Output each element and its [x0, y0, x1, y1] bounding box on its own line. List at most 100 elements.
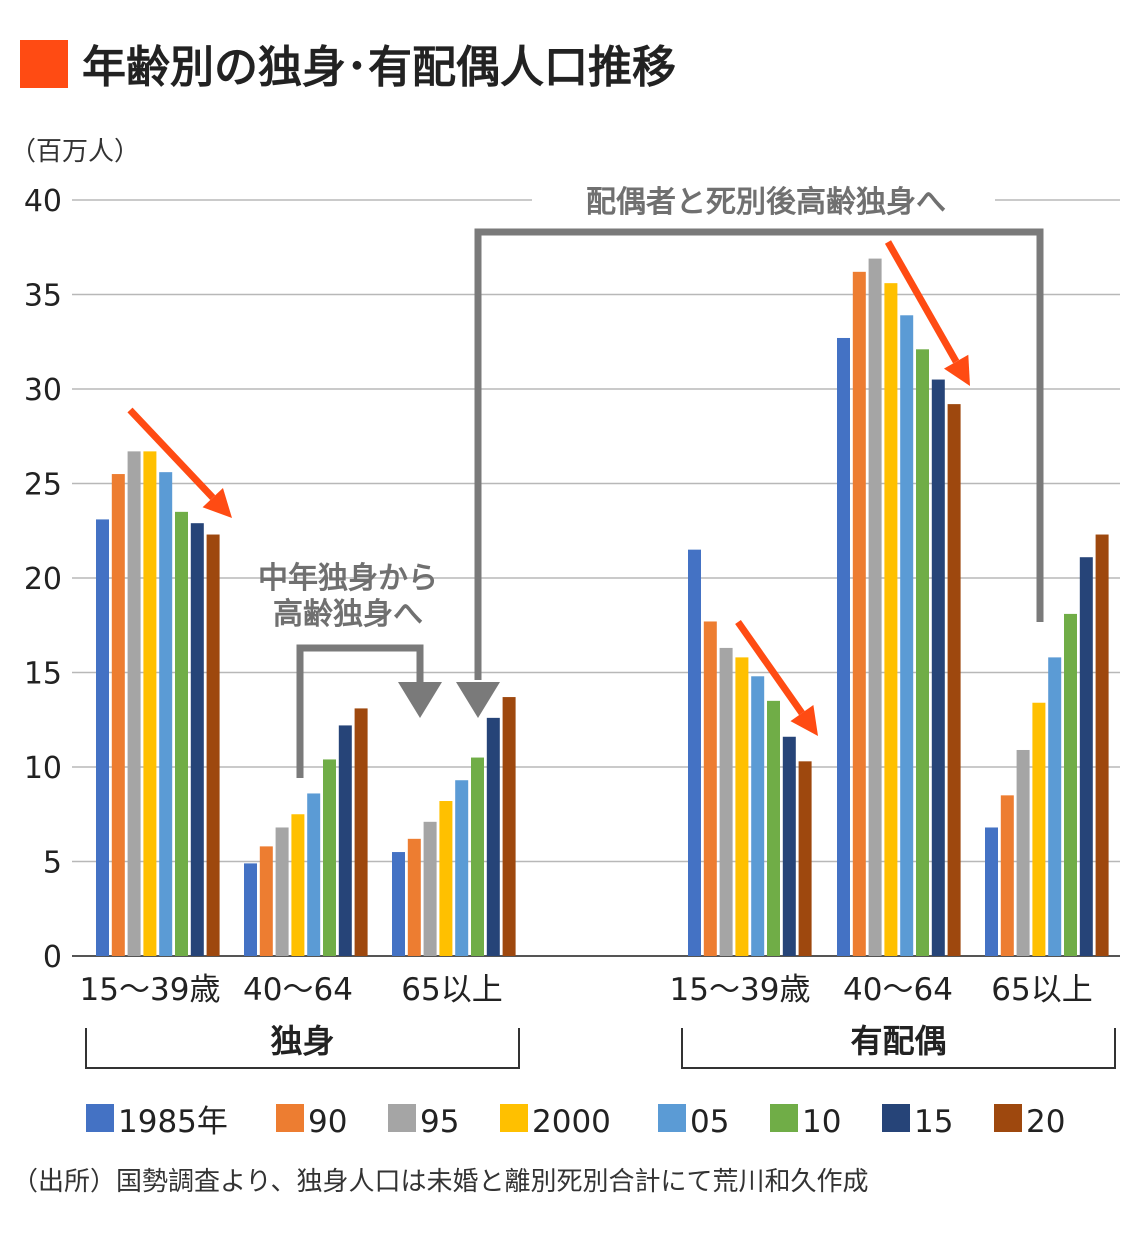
- bar: [175, 511, 188, 956]
- bar: [354, 708, 368, 956]
- y-tick-label: 10: [24, 751, 62, 786]
- legend-label: 05: [690, 1104, 729, 1140]
- x-category-label: 65以上: [401, 972, 502, 1008]
- bar: [486, 717, 500, 956]
- annotation-brackets: [296, 228, 1044, 778]
- source-note: （出所）国勢調査より、独身人口は未婚と離別死別合計にて荒川和久作成: [12, 1167, 868, 1197]
- bar: [423, 821, 437, 956]
- top-bracket-line: [474, 228, 1044, 680]
- trend-arrow-shaft: [127, 407, 216, 501]
- legend-label: 10: [802, 1104, 841, 1140]
- x-category-label: 65以上: [991, 972, 1092, 1008]
- annotation-top-bracket: 配偶者と死別後高齢独身へ: [586, 185, 946, 220]
- legend-swatch: [276, 1104, 304, 1132]
- bar: [751, 676, 765, 956]
- x-category-label: 40～64: [843, 972, 953, 1008]
- x-category-label: 40～64: [243, 972, 353, 1008]
- legend-swatch: [994, 1104, 1022, 1132]
- bracket-arrowhead: [398, 682, 442, 718]
- legend: 1985年 90 95 2000 05 10 15 20: [86, 1104, 1065, 1140]
- bar: [244, 863, 257, 956]
- trend-arrowhead: [202, 488, 232, 518]
- bar: [767, 700, 780, 956]
- bar: [455, 780, 469, 956]
- legend-swatch: [658, 1104, 686, 1132]
- bar: [439, 801, 453, 956]
- legend-label: 1985年: [118, 1104, 228, 1140]
- bar: [1079, 557, 1093, 956]
- bars: [96, 258, 1109, 957]
- y-axis-ticks: 0 5 10 15 20 25 30 35 40: [24, 184, 62, 975]
- bar: [1048, 657, 1062, 956]
- bar: [407, 838, 421, 956]
- legend-swatch: [86, 1104, 114, 1132]
- legend-label: 90: [308, 1104, 347, 1140]
- y-axis-unit-label: （百万人）: [10, 137, 140, 167]
- y-tick-label: 0: [43, 940, 62, 975]
- trend-arrowhead: [790, 705, 818, 736]
- annotation-mid-line2: 高齢独身へ: [273, 597, 423, 632]
- chart-title: 年齢別の独身･有配偶人口推移: [82, 42, 676, 93]
- bar: [719, 647, 733, 956]
- group-labels: 独身 有配偶: [85, 1022, 1116, 1069]
- bar: [852, 271, 866, 956]
- bar: [471, 757, 484, 956]
- title-accent-square: [20, 40, 68, 88]
- y-tick-label: 35: [24, 279, 62, 314]
- bar: [259, 846, 273, 956]
- bar: [190, 523, 204, 956]
- bar: [111, 474, 125, 956]
- bar: [900, 315, 914, 956]
- bar: [275, 827, 289, 956]
- y-tick-label: 30: [24, 373, 62, 408]
- y-tick-label: 25: [24, 468, 62, 503]
- bar: [931, 379, 945, 956]
- bar: [868, 258, 882, 957]
- bar: [916, 349, 929, 956]
- y-tick-label: 40: [24, 184, 62, 219]
- legend-label: 20: [1026, 1104, 1065, 1140]
- legend-swatch: [500, 1104, 528, 1132]
- legend-swatch: [388, 1104, 416, 1132]
- bar: [1064, 613, 1077, 956]
- annotation-mid-line1: 中年独身から: [258, 561, 438, 596]
- bar: [1095, 534, 1109, 956]
- trend-arrows: [127, 240, 970, 736]
- gridlines: [72, 199, 1120, 957]
- bar: [291, 814, 305, 956]
- bar: [985, 827, 998, 956]
- bar: [502, 697, 516, 956]
- legend-swatch: [770, 1104, 798, 1132]
- group-bracket: [85, 1028, 520, 1069]
- legend-label: 15: [914, 1104, 953, 1140]
- bar: [1000, 795, 1014, 956]
- trend-arrow-shaft: [884, 240, 960, 364]
- bar: [782, 736, 796, 956]
- y-tick-label: 15: [24, 657, 62, 692]
- bar: [1032, 702, 1046, 956]
- mid-bracket-line: [296, 644, 424, 778]
- group-label: 独身: [270, 1022, 334, 1060]
- bar: [159, 472, 173, 956]
- bar: [947, 404, 961, 956]
- legend-label: 95: [420, 1104, 459, 1140]
- x-category-label: 15～39歳: [80, 972, 221, 1008]
- bar: [338, 725, 352, 956]
- group-label: 有配偶: [850, 1022, 946, 1060]
- bar: [703, 621, 717, 956]
- bracket-arrowhead: [456, 682, 500, 718]
- bar: [1016, 749, 1030, 956]
- group-bracket: [681, 1028, 1116, 1069]
- y-tick-label: 5: [43, 846, 62, 881]
- legend-swatch: [882, 1104, 910, 1132]
- bar: [307, 793, 321, 956]
- bar: [884, 283, 898, 956]
- bar: [323, 759, 336, 956]
- bar: [688, 549, 701, 956]
- bar: [206, 534, 220, 956]
- x-category-label: 15～39歳: [670, 972, 811, 1008]
- legend-label: 2000: [532, 1104, 611, 1140]
- bar: [837, 337, 850, 957]
- trend-arrow-shaft: [735, 619, 805, 716]
